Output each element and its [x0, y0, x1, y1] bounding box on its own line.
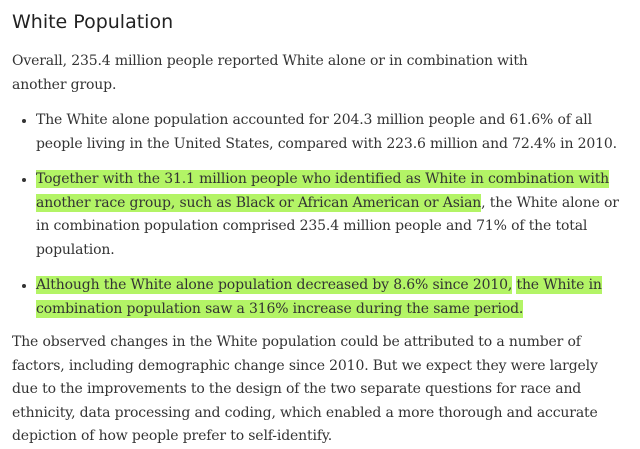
closing-paragraph: The observed changes in the White popula…: [12, 334, 598, 444]
list-item: Although the White alone population decr…: [36, 274, 626, 321]
bullet-text-1: The White alone population accounted for…: [36, 112, 617, 152]
highlighted-text: Although the White alone population decr…: [36, 276, 513, 294]
bullet-list: The White alone population accounted for…: [12, 109, 626, 321]
section-heading: White Population: [12, 11, 174, 33]
intro-paragraph: Overall, 235.4 million people reported W…: [12, 53, 528, 93]
list-item: Together with the 31.1 million people wh…: [36, 168, 626, 262]
list-item: The White alone population accounted for…: [36, 109, 626, 156]
article: White Population Overall, 235.4 million …: [12, 8, 632, 449]
bullet-text-2-rest: , the White alone or in combination popu…: [36, 194, 619, 258]
